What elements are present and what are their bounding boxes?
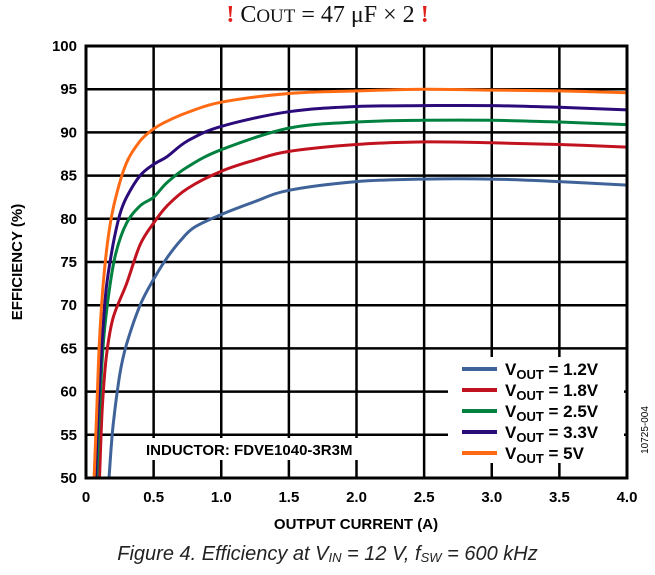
plot-frame — [84, 44, 629, 480]
x-tick-label: 2.0 — [346, 489, 367, 506]
legend-label: VOUT = 1.8V — [505, 381, 599, 403]
y-tick-label: 50 — [60, 470, 77, 487]
inductor-annotation: INDUCTOR: FDVE1040-3R3M — [146, 442, 352, 459]
caption-mid: = 12 V, f — [341, 543, 421, 565]
warning-mark-left: ! — [226, 2, 235, 28]
series-line-4 — [94, 103, 628, 479]
y-tick-label: 75 — [60, 254, 77, 271]
series-lines — [92, 87, 628, 479]
legend-label: VOUT = 3.3V — [505, 423, 599, 445]
y-axis-label: EFFICIENCY (%) — [9, 204, 26, 320]
efficiency-chart: 50 55 60 65 70 75 80 85 90 95 100 0 0.5 1.0 1.5 2.0 2.5… — [9, 38, 651, 533]
y-tick-label: 85 — [60, 168, 77, 185]
figure-id: 10725-004 — [640, 406, 651, 454]
caption-prefix: Figure 4. Efficiency at V — [117, 543, 329, 565]
title-text-prefix: C — [240, 2, 257, 28]
x-tick-labels: 0 0.5 1.0 1.5 2.0 2.5 3.0 3.5 4.0 — [82, 489, 638, 506]
title-text-subscript: OUT — [256, 6, 296, 27]
y-tick-label: 80 — [60, 211, 77, 228]
y-tick-label: 100 — [52, 38, 77, 55]
y-tick-label: 95 — [60, 81, 77, 98]
y-tick-labels: 50 55 60 65 70 75 80 85 90 95 100 — [52, 38, 77, 487]
caption-sub-sw: SW — [420, 550, 442, 565]
y-tick-label: 65 — [60, 340, 77, 357]
x-tick-label: 1.0 — [211, 489, 232, 506]
y-tick-label: 60 — [60, 384, 77, 401]
y-tick-label: 90 — [60, 124, 77, 141]
x-tick-label: 3.0 — [481, 489, 502, 506]
legend-label: VOUT = 5V — [505, 444, 585, 466]
legend-label: VOUT = 2.5V — [505, 402, 599, 424]
chart-title: ! COUT = 47 μF × 2 ! — [0, 2, 655, 29]
series-line-5 — [92, 87, 628, 479]
legend-label: VOUT = 1.2V — [505, 360, 599, 382]
series-line-1 — [107, 177, 628, 479]
x-tick-label: 3.5 — [549, 489, 570, 506]
series-line-3 — [95, 118, 628, 479]
series-line-2 — [98, 140, 628, 479]
x-tick-label: 2.5 — [414, 489, 435, 506]
x-tick-label: 4.0 — [617, 489, 638, 506]
x-tick-label: 0.5 — [143, 489, 164, 506]
x-tick-label: 1.5 — [278, 489, 299, 506]
y-tick-label: 55 — [60, 427, 77, 444]
title-text-rest: = 47 μF × 2 — [295, 2, 421, 28]
annotation-background — [140, 438, 402, 460]
x-tick-label: 0 — [82, 489, 90, 506]
caption-sub-in: IN — [328, 550, 342, 565]
figure-caption: Figure 4. Efficiency at VIN = 12 V, fSW … — [0, 543, 655, 566]
x-axis-label: OUTPUT CURRENT (A) — [274, 516, 438, 533]
caption-suffix: = 600 kHz — [441, 543, 538, 565]
warning-mark-right: ! — [420, 2, 429, 28]
y-tick-label: 70 — [60, 297, 77, 314]
